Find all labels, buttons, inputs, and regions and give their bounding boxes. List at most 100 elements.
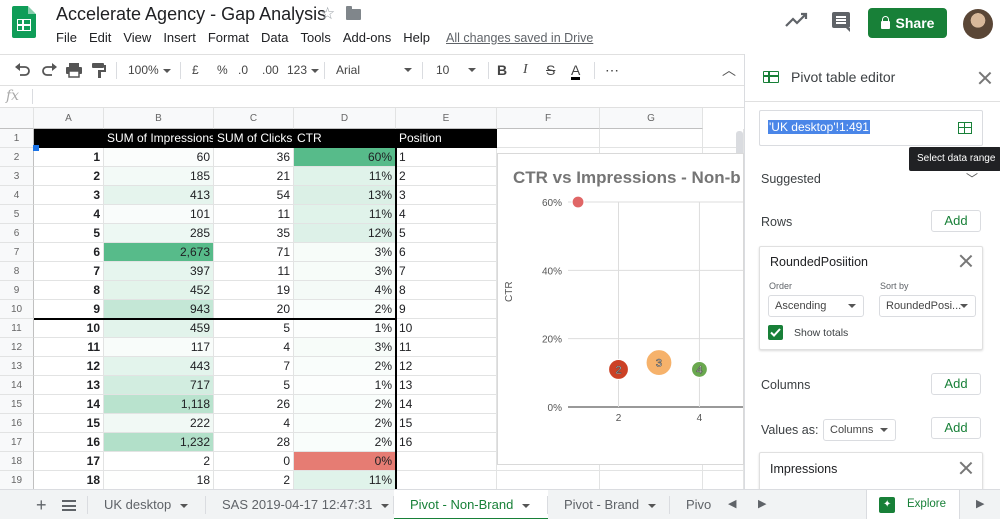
position-cell[interactable] [396,471,497,489]
pivot-header-cell[interactable]: SUM of Impressions [104,129,214,148]
ctr-cell[interactable]: 2% [294,395,396,414]
row-label-cell[interactable]: 15 [34,414,104,433]
clicks-cell[interactable]: 2 [214,471,294,489]
row-label-cell[interactable]: 17 [34,452,104,471]
row-header[interactable]: 2 [0,148,34,167]
impressions-cell[interactable]: 1,118 [104,395,214,414]
more-icon[interactable]: ⋯ [605,62,619,78]
position-cell[interactable]: 9 [396,300,497,319]
row-label-cell[interactable]: 18 [34,471,104,489]
row-header[interactable]: 3 [0,167,34,186]
ctr-cell[interactable]: 13% [294,186,396,205]
scatter-chart[interactable]: CTR vs Impressions - Non-b CTR 0% 20% 40% 6… [497,153,744,465]
column-header-b[interactable]: B [104,108,214,129]
clicks-cell[interactable]: 5 [214,376,294,395]
pivot-header-cell[interactable]: SUM of Clicks [214,129,294,148]
add-sheet-icon[interactable]: + [36,495,47,515]
position-cell[interactable]: 14 [396,395,497,414]
ctr-cell[interactable]: 2% [294,414,396,433]
row-label-cell[interactable]: 2 [34,167,104,186]
collapse-chevron-icon[interactable]: ︿ [722,62,736,78]
redo-icon[interactable] [40,62,58,78]
menu-item-data[interactable]: Data [261,30,289,45]
row-header[interactable]: 9 [0,281,34,300]
ctr-cell[interactable]: 11% [294,471,396,489]
sheet-tab[interactable]: UK desktop [88,490,206,519]
column-header-d[interactable]: D [294,108,396,129]
ctr-cell[interactable]: 3% [294,243,396,262]
ctr-cell[interactable]: 3% [294,338,396,357]
scroll-right-icon[interactable]: ▶ [758,498,767,510]
impressions-cell[interactable]: 943 [104,300,214,319]
impressions-cell[interactable]: 1,232 [104,433,214,452]
clicks-cell[interactable]: 26 [214,395,294,414]
row-label-cell[interactable]: 11 [34,338,104,357]
impressions-cell[interactable]: 222 [104,414,214,433]
position-cell[interactable]: 15 [396,414,497,433]
user-avatar[interactable] [963,9,993,39]
ctr-cell[interactable]: 2% [294,300,396,319]
clicks-cell[interactable]: 35 [214,224,294,243]
impressions-cell[interactable]: 60 [104,148,214,167]
clicks-cell[interactable]: 28 [214,433,294,452]
zoom-select[interactable]: 100% [128,55,171,85]
clicks-cell[interactable]: 21 [214,167,294,186]
tab-menu-chevron-icon[interactable] [180,503,189,508]
position-cell[interactable]: 4 [396,205,497,224]
clicks-cell[interactable]: 4 [214,338,294,357]
column-header-e[interactable]: E [396,108,497,129]
close-panel-icon[interactable] [978,71,992,85]
row-header[interactable]: 5 [0,205,34,224]
paint-format-icon[interactable] [91,62,107,78]
row-label-cell[interactable]: 6 [34,243,104,262]
row-label-cell[interactable]: 1 [34,148,104,167]
bold-button[interactable]: B [497,62,508,78]
grid-cell[interactable] [600,471,703,489]
activity-trend-icon[interactable] [784,10,810,30]
row-label-cell[interactable]: 4 [34,205,104,224]
tab-menu-chevron-icon[interactable] [648,503,657,508]
grid-cell[interactable] [703,129,744,148]
remove-row-field-icon[interactable] [959,254,973,268]
row-header[interactable]: 7 [0,243,34,262]
row-label-cell[interactable]: 8 [34,281,104,300]
clicks-cell[interactable]: 71 [214,243,294,262]
scroll-left-icon[interactable]: ◀ [728,498,737,510]
position-cell[interactable]: 6 [396,243,497,262]
ctr-cell[interactable]: 1% [294,319,396,338]
sheets-logo-icon[interactable] [12,6,36,38]
row-label-cell[interactable]: 5 [34,224,104,243]
impressions-cell[interactable]: 2 [104,452,214,471]
ctr-cell[interactable]: 4% [294,281,396,300]
remove-value-field-icon[interactable] [959,461,973,475]
row-label-cell[interactable]: 14 [34,395,104,414]
print-icon[interactable] [65,62,83,78]
pivot-header-cell[interactable] [34,129,104,148]
position-cell[interactable] [396,452,497,471]
impressions-cell[interactable]: 117 [104,338,214,357]
menu-item-addons[interactable]: Add-ons [342,30,392,45]
sheet-tab[interactable]: Pivot - Brand [548,490,670,519]
row-header[interactable]: 1 [0,129,34,148]
comment-icon[interactable] [832,12,850,32]
show-totals-checkbox[interactable] [768,325,783,340]
row-header[interactable]: 12 [0,338,34,357]
column-header-a[interactable]: A [34,108,104,129]
position-cell[interactable]: 16 [396,433,497,452]
row-header[interactable]: 15 [0,395,34,414]
position-cell[interactable]: 8 [396,281,497,300]
font-size-select[interactable]: 10 [436,55,480,85]
row-header[interactable]: 8 [0,262,34,281]
menu-item-file[interactable]: File [56,30,77,45]
values-as-select[interactable]: Columns [823,419,896,441]
ctr-cell[interactable]: 12% [294,224,396,243]
impressions-cell[interactable]: 285 [104,224,214,243]
row-header[interactable]: 11 [0,319,34,338]
side-panel-expand-icon[interactable]: ▶ [976,498,985,510]
ctr-cell[interactable]: 0% [294,452,396,471]
position-cell[interactable]: 12 [396,357,497,376]
ctr-cell[interactable]: 3% [294,262,396,281]
row-header[interactable]: 18 [0,452,34,471]
row-header[interactable]: 13 [0,357,34,376]
ctr-cell[interactable]: 11% [294,167,396,186]
